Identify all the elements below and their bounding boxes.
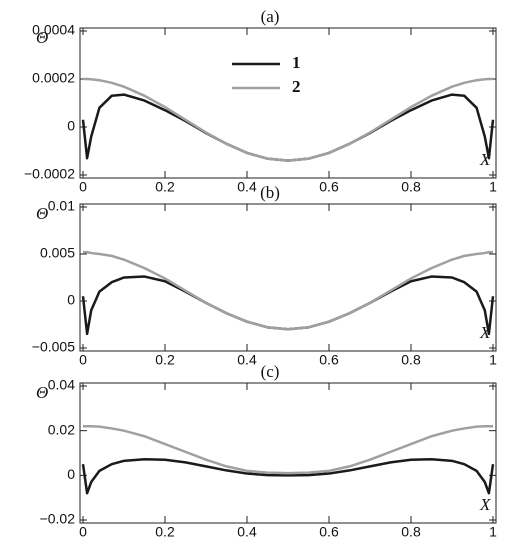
x-tick-label: 0 xyxy=(79,524,87,540)
y-axis-label: Θ xyxy=(36,383,48,402)
x-tick-label: 0.8 xyxy=(401,524,421,540)
panel-title: (c) xyxy=(261,362,280,381)
y-tick-label: −0.0002 xyxy=(24,166,75,182)
data-line xyxy=(81,93,495,162)
x-tick-label: 0 xyxy=(79,352,87,368)
plot-frame xyxy=(79,382,497,524)
x-tick-label: 1 xyxy=(489,524,497,540)
x-tick-label: 0.6 xyxy=(319,179,339,195)
y-axis-label: Θ xyxy=(36,204,48,223)
y-tick-label: 0.0002 xyxy=(32,70,75,86)
x-tick-label: 0.2 xyxy=(155,524,175,540)
x-tick-label: 0.4 xyxy=(237,524,257,540)
data-line xyxy=(81,275,495,336)
y-tick-label: 0.01 xyxy=(48,198,75,214)
x-tick-label: 0 xyxy=(79,179,87,195)
y-axis-label: Θ xyxy=(36,28,48,47)
x-tick-label: 0.2 xyxy=(155,352,175,368)
data-line xyxy=(81,458,495,495)
x-tick-label: 0.8 xyxy=(401,179,421,195)
x-tick-label: 0.4 xyxy=(237,179,257,195)
y-tick-label: 0 xyxy=(67,292,75,308)
x-tick-label: 0.6 xyxy=(319,524,339,540)
y-tick-label: 0.02 xyxy=(48,421,75,437)
x-tick-label: 0.2 xyxy=(155,179,175,195)
y-tick-label: 0.0004 xyxy=(32,22,75,38)
y-tick-label: 0.005 xyxy=(40,245,75,261)
x-tick-label: 0.8 xyxy=(401,352,421,368)
x-tick-label: 0.6 xyxy=(319,352,339,368)
y-tick-label: 0 xyxy=(67,466,75,482)
x-tick-label: 1 xyxy=(489,179,497,195)
y-tick-label: −0.02 xyxy=(40,511,76,527)
y-tick-label: 0.04 xyxy=(48,377,75,393)
y-tick-label: −0.005 xyxy=(32,339,75,355)
data-line xyxy=(83,77,493,162)
panel-title: (b) xyxy=(260,183,280,202)
panel-title: (a) xyxy=(261,7,280,26)
plot-frame xyxy=(79,27,497,179)
legend-label: 2 xyxy=(292,77,301,96)
data-line xyxy=(83,250,493,331)
x-axis-label: X xyxy=(479,495,491,514)
data-line xyxy=(83,424,493,475)
plot-frame xyxy=(79,203,497,352)
x-tick-label: 1 xyxy=(489,352,497,368)
x-tick-label: 0.4 xyxy=(237,352,257,368)
y-tick-label: 0 xyxy=(67,118,75,134)
legend-label: 1 xyxy=(292,53,301,72)
